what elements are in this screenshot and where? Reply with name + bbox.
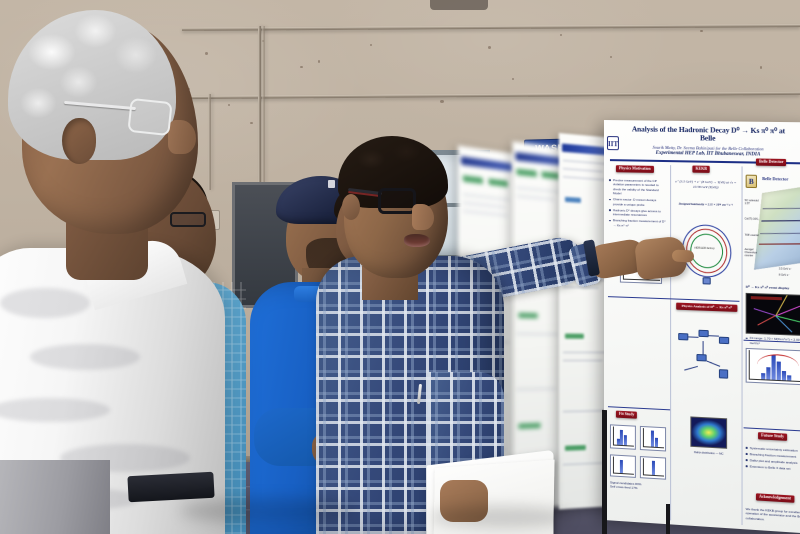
detector-label: TOF counter [744,233,760,238]
poster-section-kekb: KEKB [692,165,710,173]
detector-label: Aerogel Cherenkov counter [744,247,758,258]
invariant-mass-plot [745,347,800,386]
poster-column-divider [670,165,671,521]
poster-row-divider [743,427,800,432]
wall-conduit-vertical-a [258,26,261,184]
belt [127,471,215,503]
dalitz-heatmap [690,416,728,449]
detector-label: SC solenoid 1.5T [744,199,759,206]
poster-section-acknowledgement: Acknowledgement [755,493,795,503]
heatmap-caption: Dalitz distribution — MC [694,451,724,456]
wall-conduit-vertical-c [208,94,211,190]
eyeglasses [127,97,173,137]
event-display-caption: D⁰ → Ks π⁰ π⁰ event display [745,284,790,291]
ear [62,118,96,164]
future-bullets: Systematic uncertainty estimation Branch… [746,446,800,474]
poster-column-divider [741,166,743,526]
poster-section-analysis: Physics Analysis of D⁰ → Ks π⁰ π⁰ [676,302,738,312]
belle-detector-subtitle: Belle Detector [762,175,789,182]
index-finger [671,249,695,263]
cap-badge [328,180,335,188]
nose [168,120,196,154]
kekb-luminosity: Designed luminosity = 2.11 × 10³⁴ cm⁻² s… [678,201,733,207]
analysis-flow-diagram [674,319,735,395]
wall-conduit-vertical-b [262,26,265,184]
ceiling-fixture [430,0,488,10]
poster-board-cluster: IIT Analysis of the Hadronic Decay D⁰ → … [430,120,800,534]
detector-label: 8 GeV e⁻ [778,273,790,277]
poster-section-future-study: Future Study [758,432,788,441]
ear [342,194,360,220]
kekb-energy-equation: e⁺ (3.5 GeV) + e⁻ (8 GeV) → Υ(4S) at √s … [675,179,737,190]
mouth [404,234,430,247]
person-presenter [300,128,695,534]
poster-section-belle-detector: Belle Detector [755,158,787,166]
analysis-line: Fit range: 1.70 < M(Ksπ⁰π⁰) < 2.00 GeV/c… [746,336,800,348]
nose [412,204,434,230]
visitor-grey-haired-trousers [0,460,110,534]
board-stand-leg [666,504,670,534]
acknowledgement-text: We thank the KEKB group for excellent op… [745,506,800,522]
eyeglasses [378,188,416,214]
hand-holding-notes [440,480,488,522]
belle-logo: B [745,174,758,189]
detector-label: CsI(Tl) 16X₀ [744,217,759,221]
future-bullet: Extension to Belle II data set [746,464,800,472]
eyeglasses [170,212,206,227]
detector-label: 3.5 GeV e⁺ [778,267,792,271]
event-display-image [745,292,800,337]
